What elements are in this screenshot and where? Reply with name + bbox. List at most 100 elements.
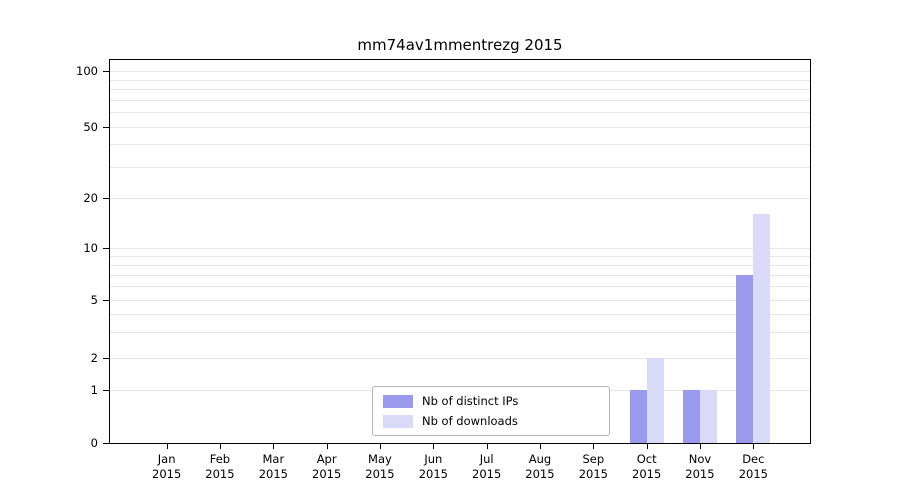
x-tick-label: Jul 2015	[460, 452, 513, 482]
bar-distinct-ips	[629, 390, 647, 443]
x-tick-year: 2015	[632, 467, 662, 481]
x-tick-label: Aug 2015	[513, 452, 566, 482]
y-tick-label: 10	[83, 241, 98, 255]
x-tick-month: Feb	[209, 452, 231, 466]
x-tick-label: Sep 2015	[567, 452, 620, 482]
y-tick-mark	[103, 443, 109, 444]
x-tick-label: Dec 2015	[727, 452, 780, 482]
x-tick-mark	[380, 444, 381, 449]
y-tick-mark	[103, 390, 109, 391]
y-tick-label: 5	[90, 293, 98, 307]
x-tick-mark	[593, 444, 595, 449]
x-tick-mark	[220, 444, 221, 449]
bar-downloads	[646, 358, 664, 443]
gridline	[110, 332, 810, 334]
x-tick-year: 2015	[365, 467, 395, 481]
gridline	[110, 99, 810, 101]
x-tick-year: 2015	[525, 467, 555, 481]
x-tick-mark	[486, 444, 488, 449]
chart-title: mm74av1mmentrezg 2015	[357, 36, 563, 54]
y-tick-mark	[103, 198, 109, 199]
legend-label: Nb of distinct IPs	[422, 394, 519, 408]
gridline	[110, 300, 810, 301]
gridline	[110, 286, 810, 288]
x-tick-month: May	[368, 452, 392, 466]
y-tick-label: 50	[83, 120, 98, 134]
x-tick-month: Jun	[424, 452, 443, 466]
x-tick-mark	[326, 444, 328, 449]
bar-distinct-ips	[683, 390, 700, 443]
gridline	[110, 255, 810, 257]
gridline	[110, 274, 810, 276]
x-tick-mark	[273, 444, 275, 449]
x-tick-label: May 2015	[353, 452, 406, 482]
y-tick-label: 1	[90, 383, 98, 397]
gridline	[110, 127, 810, 128]
bar-downloads	[700, 390, 717, 443]
legend-item-downloads: Nb of downloads	[383, 414, 599, 428]
legend: Nb of distinct IPs Nb of downloads	[372, 386, 610, 436]
gridline	[110, 314, 810, 316]
x-tick-year: 2015	[205, 467, 235, 481]
x-tick-mark	[753, 444, 755, 449]
x-tick-mark	[433, 444, 435, 449]
x-tick-mark	[700, 444, 701, 449]
bar-distinct-ips	[736, 274, 754, 443]
x-tick-month: Apr	[316, 452, 337, 466]
x-tick-month: Dec	[742, 452, 765, 466]
bar-downloads	[753, 214, 771, 443]
gridline	[110, 198, 810, 199]
gridline	[110, 79, 810, 81]
y-tick-label: 100	[76, 64, 98, 78]
x-tick-mark	[166, 444, 168, 449]
plot-area: Nb of distinct IPs Nb of downloads	[109, 59, 811, 444]
x-tick-year: 2015	[258, 467, 288, 481]
x-tick-year: 2015	[685, 467, 715, 481]
y-tick-mark	[103, 248, 109, 249]
y-tick-label: 2	[90, 351, 98, 365]
gridline	[110, 264, 810, 266]
y-tick-mark	[103, 127, 109, 128]
x-tick-month: Oct	[636, 452, 657, 466]
y-tick-mark	[103, 71, 109, 72]
x-tick-mark	[540, 444, 541, 449]
x-tick-label: Mar 2015	[247, 452, 300, 482]
x-tick-mark	[646, 444, 648, 449]
x-tick-month: Jul	[479, 452, 494, 466]
grid-layer	[110, 60, 810, 443]
x-tick-month: Jan	[157, 452, 176, 466]
gridline	[110, 144, 810, 146]
x-tick-label: Nov 2015	[673, 452, 726, 482]
x-tick-year: 2015	[152, 467, 182, 481]
x-tick-month: Aug	[528, 452, 552, 466]
x-tick-year: 2015	[418, 467, 448, 481]
x-tick-label: Jun 2015	[407, 452, 460, 482]
x-tick-label: Apr 2015	[300, 452, 353, 482]
legend-label: Nb of downloads	[422, 414, 518, 428]
x-tick-year: 2015	[578, 467, 608, 481]
y-tick-mark	[103, 358, 109, 359]
x-tick-label: Jan 2015	[140, 452, 193, 482]
gridline	[110, 71, 810, 72]
legend-item-distinct-ips: Nb of distinct IPs	[383, 394, 599, 408]
gridline	[110, 89, 810, 90]
legend-swatch	[383, 414, 413, 428]
y-tick-label: 20	[83, 191, 98, 205]
x-tick-month: Nov	[688, 452, 712, 466]
x-tick-year: 2015	[472, 467, 502, 481]
gridline	[110, 166, 810, 168]
x-tick-year: 2015	[312, 467, 342, 481]
x-tick-year: 2015	[738, 467, 768, 481]
x-tick-label: Oct 2015	[620, 452, 673, 482]
x-tick-label: Feb 2015	[193, 452, 246, 482]
x-tick-month: Mar	[262, 452, 285, 466]
x-tick-month: Sep	[582, 452, 605, 466]
y-tick-label: 0	[90, 436, 98, 450]
gridline	[110, 112, 810, 114]
gridline	[110, 358, 810, 359]
legend-swatch	[383, 394, 413, 408]
bar-layer	[110, 60, 810, 443]
gridline	[110, 248, 810, 249]
y-tick-mark	[103, 300, 109, 301]
